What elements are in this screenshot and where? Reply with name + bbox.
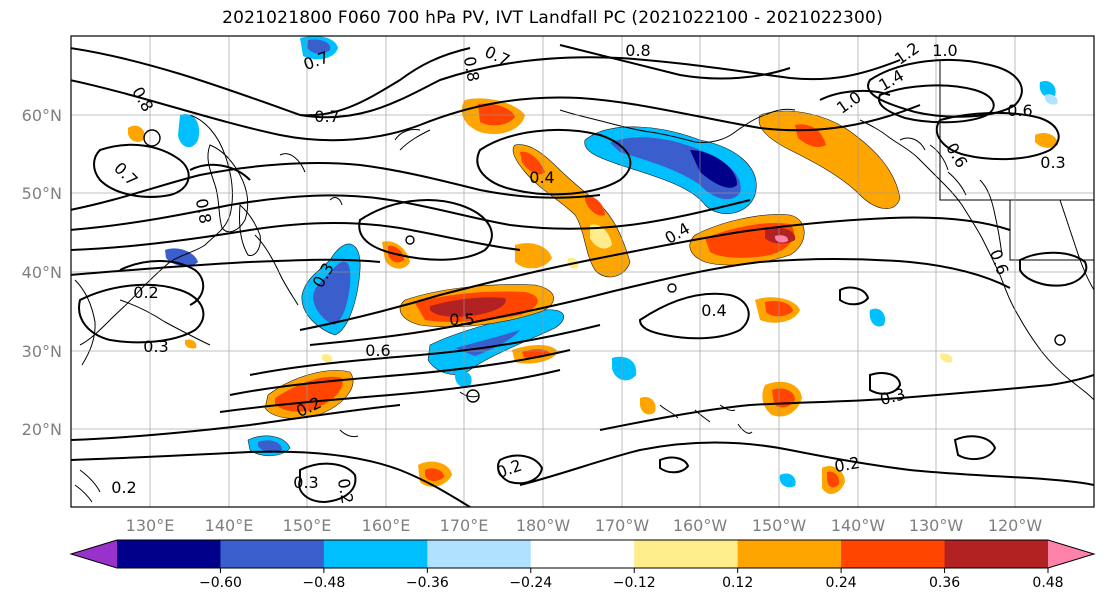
contour-label: 0.8 <box>460 55 483 83</box>
colorbar-segments <box>71 540 1094 568</box>
colorbar-segment <box>117 540 221 568</box>
longitude-labels: 130°E 140°E 150°E 160°E 170°E 180°W 170°… <box>126 516 1043 535</box>
gridlines <box>71 36 1094 507</box>
colorbar-segment <box>530 540 635 568</box>
contour-label: 0.6 <box>1007 101 1032 120</box>
contour-label: 0.4 <box>529 168 554 187</box>
contour-label: 0.5 <box>449 310 474 329</box>
contour-label: 0.7 <box>314 107 339 126</box>
lon-label-150e: 150°E <box>283 516 332 535</box>
map-background <box>71 36 1094 507</box>
lat-label-30n: 30°N <box>22 342 62 361</box>
contour-label: 0.8 <box>625 41 650 60</box>
colorbar: −0.60 −0.48 −0.36 −0.24 −0.12 0.12 0.24 0.36 0.4… <box>69 539 1096 591</box>
map-title: 2021021800 F060 700 hPa PV, IVT Landfall… <box>222 8 883 28</box>
lon-label-170w: 170°W <box>595 516 650 535</box>
latitude-labels: 60°N 50°N 40°N 30°N 20°N <box>22 106 62 439</box>
colorbar-tick-label: −0.60 <box>199 575 242 591</box>
contour-label: 0.3 <box>143 337 168 356</box>
lon-label-140e: 140°E <box>205 516 254 535</box>
contour-label: 0.3 <box>1040 153 1065 172</box>
colorbar-ticks: −0.60 −0.48 −0.36 −0.24 −0.12 0.12 0.24 0.36 0.4… <box>199 568 1064 591</box>
colorbar-tick-label: −0.36 <box>406 575 449 591</box>
lat-label-50n: 50°N <box>22 184 62 203</box>
ivt-contours <box>71 44 1094 507</box>
colorbar-tick-label: −0.48 <box>302 575 345 591</box>
colorbar-tick-label: 0.36 <box>929 575 960 591</box>
contour-label: 0.2 <box>833 453 861 476</box>
contour-label: 0.2 <box>334 477 357 505</box>
colorbar-tick-label: 0.12 <box>722 575 753 591</box>
contour-label: 0.6 <box>365 341 390 360</box>
contour-label: 0.3 <box>293 473 318 492</box>
contour-label: 0.8 <box>192 197 215 225</box>
lat-label-60n: 60°N <box>22 106 62 125</box>
small-contours <box>143 129 1066 403</box>
colorbar-tick-label: −0.12 <box>613 575 656 591</box>
colorbar-segment <box>841 540 946 568</box>
colorbar-extend-max <box>1048 540 1094 568</box>
lat-label-20n: 20°N <box>22 420 62 439</box>
colorbar-tick-label: −0.24 <box>509 575 552 591</box>
colorbar-segment <box>944 540 1049 568</box>
lon-label-180w: 180°W <box>516 516 571 535</box>
colorbar-segment <box>634 540 739 568</box>
colorbar-outline <box>69 539 1096 569</box>
colorbar-segment <box>323 540 428 568</box>
lon-label-160w: 160°W <box>673 516 728 535</box>
colorbar-segment <box>220 540 325 568</box>
lon-label-120w: 120°W <box>988 516 1043 535</box>
colorbar-tick-label: 0.48 <box>1032 575 1063 591</box>
lon-label-170e: 170°E <box>440 516 489 535</box>
map-frame <box>70 35 1095 508</box>
contour-label: 0.4 <box>701 301 726 320</box>
colorbar-segment <box>737 540 842 568</box>
contour-label: 1.0 <box>932 41 957 60</box>
colorbar-segment <box>427 540 532 568</box>
contour-label: 0.2 <box>111 478 136 497</box>
lon-label-160e: 160°E <box>362 516 411 535</box>
colorbar-extend-min <box>71 540 117 568</box>
lon-label-140w: 140°W <box>831 516 886 535</box>
lon-label-150w: 150°W <box>752 516 807 535</box>
lon-label-130w: 130°W <box>909 516 964 535</box>
lon-label-130e: 130°E <box>126 516 175 535</box>
lat-label-40n: 40°N <box>22 263 62 282</box>
colorbar-tick-label: 0.24 <box>826 575 857 591</box>
contour-label: 0.2 <box>133 283 158 302</box>
